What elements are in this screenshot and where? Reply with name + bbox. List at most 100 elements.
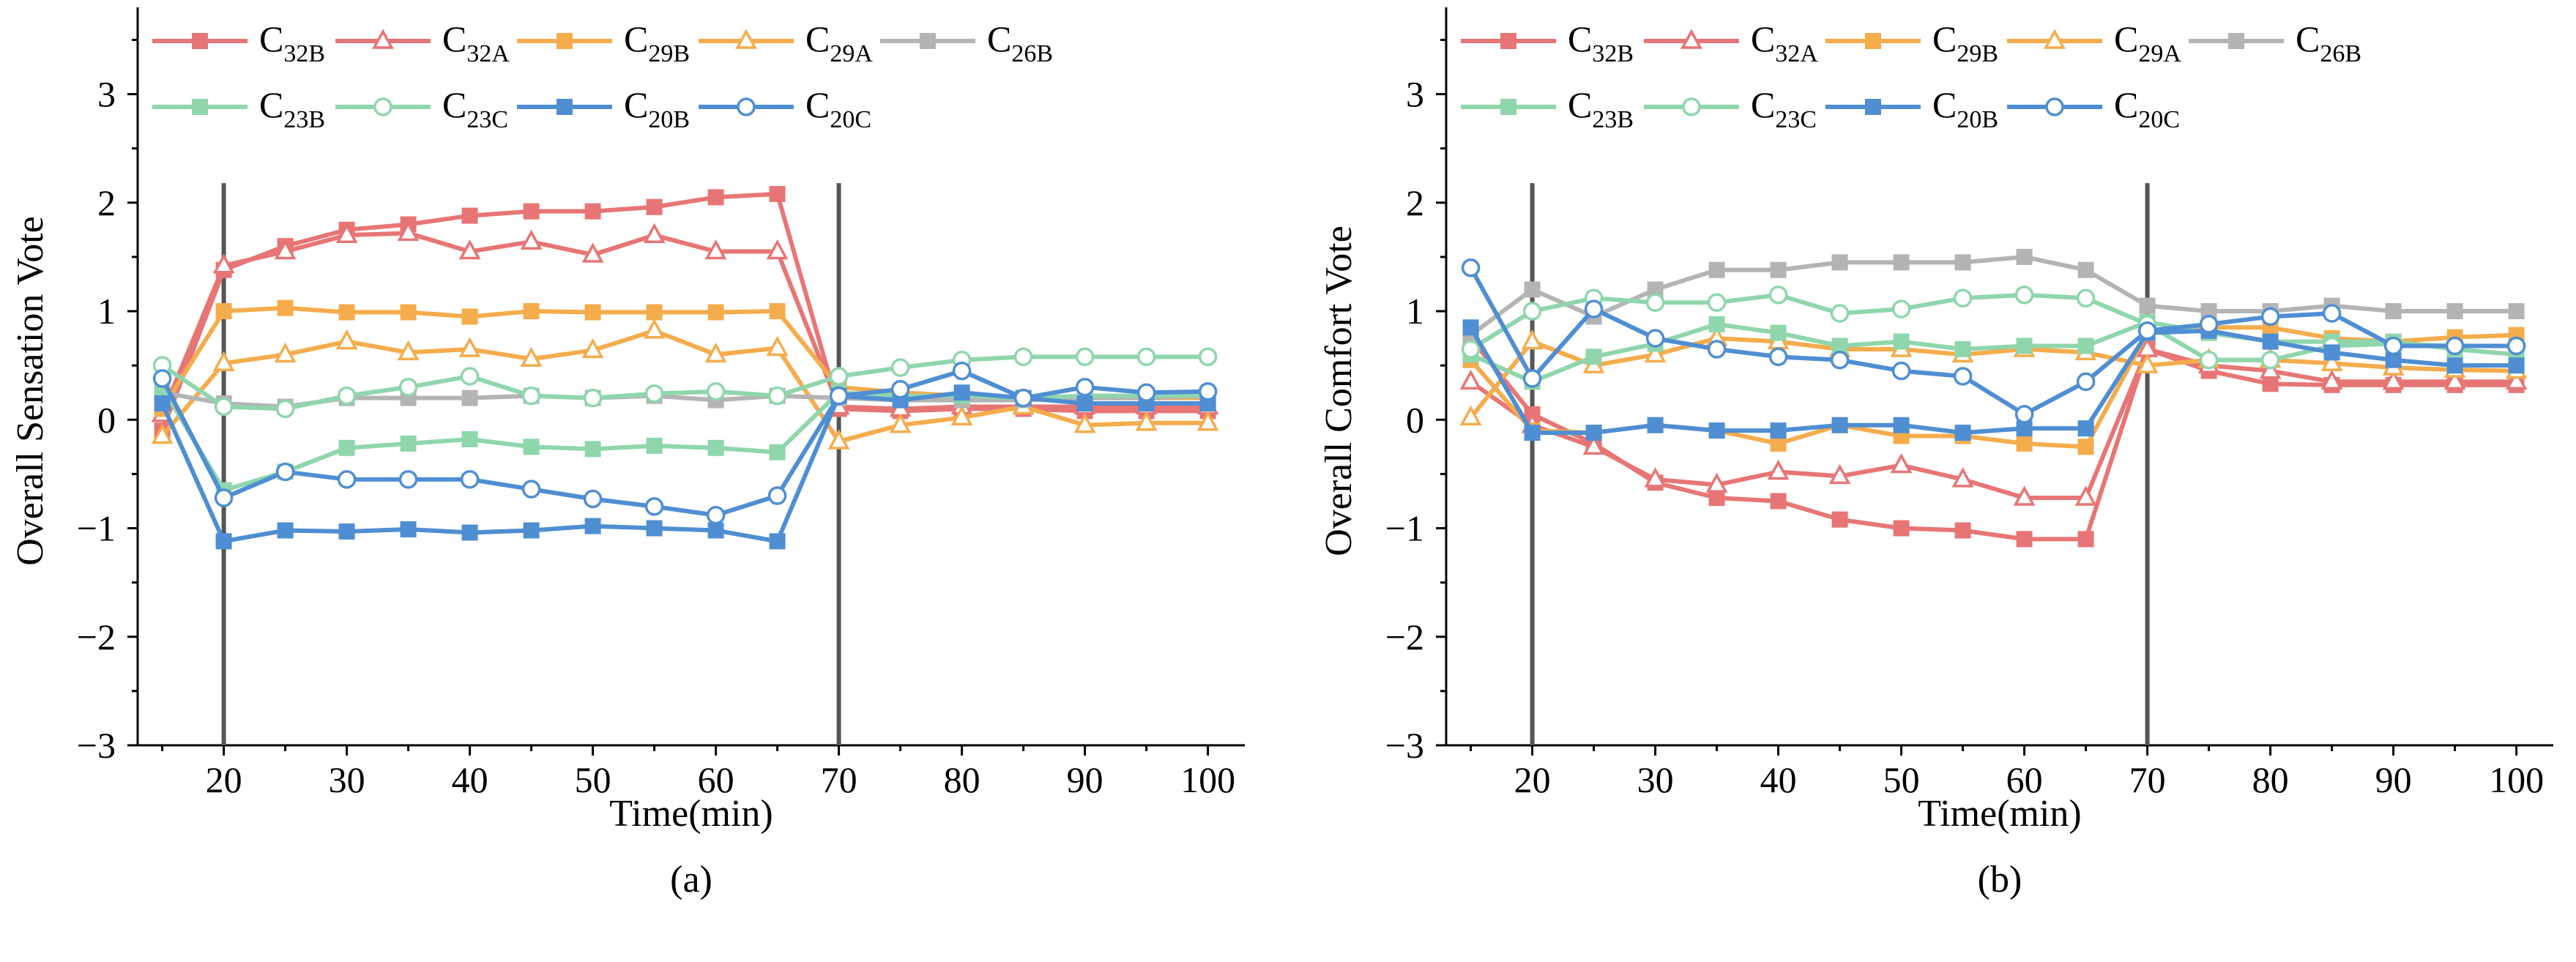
x-tick-label: 40 — [1760, 759, 1797, 800]
data-point — [827, 429, 850, 450]
data-point — [2260, 307, 2280, 327]
data-point — [1135, 411, 1158, 431]
data-point — [646, 520, 663, 537]
series-C20C — [1461, 258, 2526, 424]
y-axis-title: Overall Comfort Vote — [1318, 225, 1360, 556]
series-line — [1470, 319, 2517, 384]
data-point — [1585, 348, 1602, 365]
data-point — [2016, 338, 2033, 354]
data-point — [1708, 490, 1725, 507]
legend-label: C23B — [259, 84, 325, 133]
data-point — [581, 242, 604, 263]
data-point — [584, 518, 601, 534]
data-point — [706, 382, 726, 401]
x-tick-label: 70 — [2129, 759, 2166, 800]
legend-item: C29B — [1825, 18, 1998, 67]
data-point — [646, 198, 663, 215]
y-tick-label: 0 — [1406, 399, 1424, 440]
data-point — [215, 303, 232, 320]
legend-label: C23C — [1751, 84, 1817, 133]
data-point — [1954, 425, 1971, 441]
data-point — [461, 207, 478, 224]
data-point — [338, 439, 355, 456]
legend-marker — [373, 97, 392, 116]
legend-marker — [2228, 33, 2244, 49]
legend-label: C29B — [1932, 18, 1998, 67]
legend-marker — [1500, 33, 1516, 49]
data-point — [2199, 315, 2219, 334]
data-point — [1073, 413, 1096, 433]
data-point — [2385, 303, 2402, 320]
series-C20C — [152, 361, 1218, 525]
data-point — [2074, 485, 2097, 506]
panel-label: (a) — [670, 859, 712, 901]
data-point — [2505, 369, 2528, 390]
data-point — [1584, 299, 1604, 318]
data-point — [766, 335, 789, 357]
data-point — [461, 430, 478, 447]
data-point — [2016, 435, 2033, 452]
y-tick-label: −2 — [77, 616, 116, 657]
data-point — [520, 346, 543, 368]
data-point — [338, 523, 355, 540]
data-point — [151, 423, 174, 444]
legend-label: C20B — [624, 84, 690, 133]
data-point — [767, 386, 787, 406]
data-point — [953, 384, 970, 401]
legend-label: C32B — [259, 18, 325, 67]
y-tick-label: 2 — [97, 182, 116, 223]
x-tick-label: 30 — [1637, 759, 1674, 800]
legend-item: C20C — [2007, 84, 2180, 133]
series-line — [1469, 336, 2517, 420]
data-point — [889, 413, 912, 433]
legend-label: C32A — [1751, 18, 1818, 67]
data-point — [400, 304, 417, 321]
legend-marker — [192, 33, 208, 49]
y-tick-label: −1 — [1385, 508, 1424, 549]
legend-item: C23B — [152, 84, 325, 133]
data-point — [1075, 347, 1095, 367]
data-point — [707, 439, 724, 456]
data-point — [154, 395, 171, 412]
data-point — [2077, 420, 2094, 437]
x-tick-label: 100 — [1180, 759, 1235, 800]
data-point — [1459, 405, 1482, 426]
data-point — [521, 386, 541, 406]
data-point — [581, 338, 604, 359]
legend-marker — [1865, 33, 1881, 49]
x-tick-label: 30 — [329, 759, 365, 800]
data-point — [769, 444, 786, 461]
data-point — [1521, 329, 1544, 350]
data-point — [1522, 369, 1542, 388]
data-point — [2260, 351, 2280, 370]
data-point — [1013, 388, 1033, 408]
data-point — [398, 378, 418, 397]
data-point — [397, 220, 420, 242]
data-point — [1524, 281, 1541, 298]
data-point — [398, 470, 418, 489]
data-point — [397, 340, 420, 361]
x-tick-label: 80 — [2252, 759, 2289, 800]
data-point — [214, 397, 234, 417]
data-point — [707, 189, 724, 206]
data-point — [950, 405, 973, 426]
series-C20B — [154, 384, 1216, 550]
data-point — [2014, 286, 2034, 305]
legend-label: C29A — [805, 18, 873, 67]
data-point — [829, 386, 849, 406]
data-point — [2139, 297, 2156, 314]
data-point — [707, 304, 724, 321]
data-point — [274, 239, 297, 260]
data-point — [644, 384, 664, 403]
data-point — [1136, 383, 1156, 402]
legend-item: C26B — [2189, 18, 2361, 67]
data-point — [1831, 254, 1848, 271]
legend-label: C23C — [442, 84, 508, 133]
data-point — [1198, 347, 1218, 367]
legend-marker — [1680, 29, 1702, 49]
data-point — [2445, 336, 2465, 356]
data-point — [521, 480, 541, 499]
data-point — [1461, 340, 1481, 359]
data-point — [338, 304, 355, 321]
data-point — [1524, 425, 1541, 441]
